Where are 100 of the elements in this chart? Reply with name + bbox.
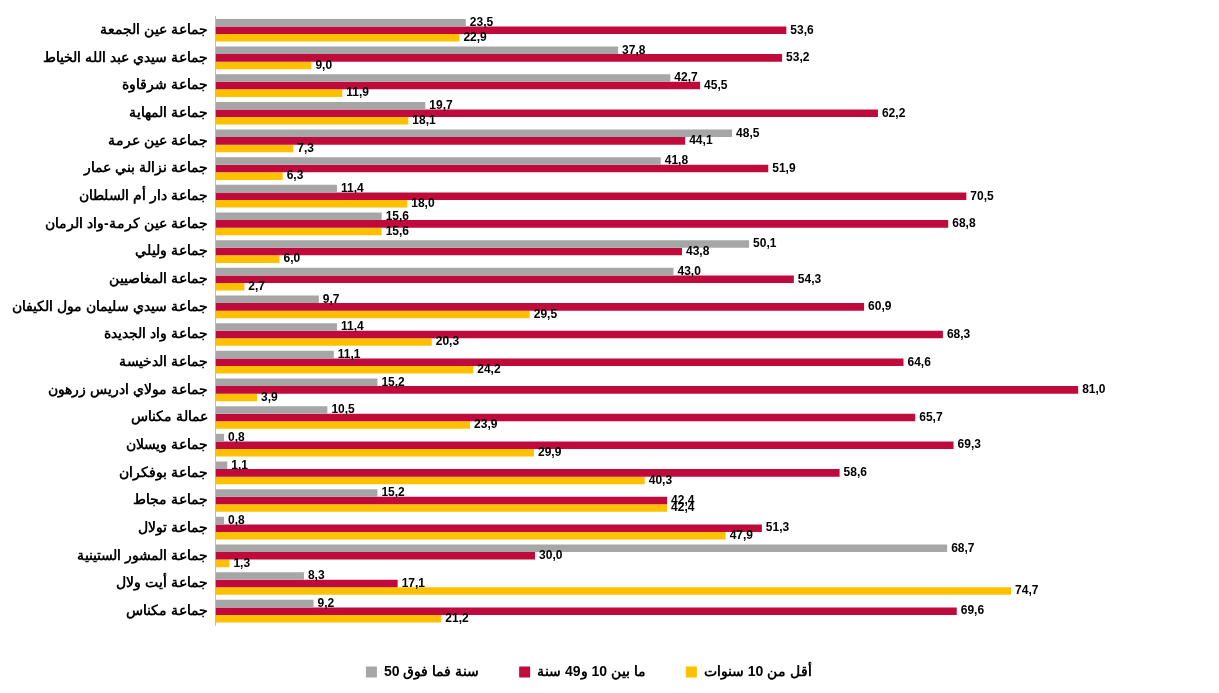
- bar: [215, 579, 398, 588]
- bar: [215, 552, 536, 560]
- y-tick-label: جماعة عين كرمة-واد الرمان: [45, 214, 208, 232]
- bar: [215, 240, 750, 248]
- data-label: 69,3: [957, 437, 982, 452]
- data-label: 11,4: [340, 180, 364, 195]
- y-tick-label: جماعة بوفكران: [118, 463, 208, 481]
- bar: [215, 212, 382, 221]
- data-label: 17,1: [401, 575, 426, 590]
- bar: [215, 192, 967, 200]
- data-label: 47,9: [729, 528, 754, 543]
- bar: [215, 34, 460, 42]
- bar: [215, 607, 957, 615]
- data-label: 9,7: [322, 291, 340, 306]
- y-tick-label: جماعة وليلي: [134, 242, 208, 260]
- bar: [215, 144, 294, 153]
- data-label: 54,3: [797, 271, 822, 286]
- data-label: 53,2: [786, 50, 810, 65]
- data-label: 1,1: [231, 457, 249, 472]
- bar: [215, 393, 258, 402]
- data-label: 42,7: [674, 70, 698, 85]
- data-label: 43,0: [677, 263, 702, 278]
- data-label: 10,5: [331, 402, 356, 417]
- data-label: 11,4: [340, 319, 364, 334]
- data-label: 15,6: [385, 223, 410, 238]
- bar: [215, 184, 337, 193]
- data-label: 68,8: [952, 216, 976, 231]
- bar: [215, 54, 783, 62]
- bar: [215, 310, 530, 319]
- bar: [215, 323, 337, 331]
- data-label: 48,5: [736, 125, 760, 140]
- bar: [215, 441, 954, 449]
- bar: [215, 157, 661, 165]
- data-label: 81,0: [1082, 382, 1106, 397]
- data-label: 6,3: [286, 168, 304, 183]
- legend-label: 50 سنة فما فوق: [383, 662, 480, 680]
- data-label: 68,7: [951, 540, 975, 555]
- data-label: 6,0: [283, 251, 301, 266]
- bar: [215, 89, 343, 97]
- bar: [215, 172, 283, 180]
- data-label: 18,0: [411, 196, 435, 211]
- data-label: 74,7: [1015, 583, 1039, 598]
- data-label: 62,2: [881, 105, 906, 120]
- data-label: 20,3: [435, 334, 460, 349]
- bar: [215, 18, 466, 27]
- bar: [215, 614, 442, 623]
- y-tick-label: جماعة تولال: [137, 519, 208, 537]
- data-label: 8,3: [307, 568, 325, 583]
- y-tick-label: جماعة سيدي عبد الله الخياط: [43, 48, 208, 66]
- bar: [215, 421, 471, 429]
- y-tick-label: جماعة أيت ولال: [115, 572, 208, 592]
- bar: [215, 358, 904, 366]
- bar: [215, 267, 674, 276]
- data-label: 18,1: [412, 113, 436, 128]
- data-label: 50,1: [753, 236, 777, 251]
- y-tick-label: جماعة نزالة بني عمار: [82, 159, 208, 177]
- bar: [215, 117, 409, 125]
- data-label: 51,9: [772, 160, 796, 175]
- y-tick-label: جماعة مولاي ادريس زرهون: [47, 380, 208, 398]
- data-label: 29,5: [533, 306, 558, 321]
- bar: [215, 378, 378, 387]
- data-label: 0,8: [228, 429, 246, 444]
- data-label: 9,0: [315, 57, 333, 72]
- bar: [215, 338, 432, 346]
- y-tick-label: جماعة عين الجمعة: [99, 21, 208, 39]
- bar: [215, 74, 671, 82]
- bar: [215, 448, 534, 457]
- bar: [215, 350, 334, 359]
- bar: [215, 572, 304, 580]
- data-label: 7,3: [297, 140, 315, 155]
- data-label: 29,9: [537, 445, 562, 460]
- bar: [215, 504, 668, 512]
- data-label: 37,8: [622, 42, 646, 57]
- y-tick-label: جماعة سيدي سليمان مول الكيفان: [12, 297, 208, 315]
- data-label: 60,9: [868, 299, 892, 314]
- data-label: 30,0: [539, 548, 563, 563]
- data-label: 0,8: [228, 512, 246, 527]
- data-label: 15,2: [381, 485, 406, 500]
- bar: [215, 386, 1079, 394]
- bar: [215, 109, 878, 117]
- data-label: 9,2: [317, 595, 335, 610]
- bar: [215, 496, 668, 505]
- bar: [215, 406, 328, 414]
- bar: [215, 275, 794, 283]
- bar: [215, 61, 312, 70]
- data-label: 65,7: [919, 409, 943, 424]
- data-label: 24,2: [477, 362, 501, 377]
- data-label: 23,5: [469, 14, 494, 29]
- bar: [215, 101, 426, 110]
- data-label: 15,2: [381, 374, 406, 389]
- bar: [215, 295, 319, 304]
- data-label: 69,6: [960, 603, 985, 618]
- y-tick-label: جماعة واد الجديدة: [103, 325, 208, 343]
- bar: [215, 531, 726, 540]
- bar: [215, 599, 314, 608]
- bar: [215, 365, 474, 374]
- bar: [215, 220, 949, 228]
- y-tick-label: جماعة عين عرمة: [107, 131, 208, 149]
- y-tick-label: جماعة الدخيسة: [118, 353, 208, 370]
- data-label: 70,5: [970, 188, 995, 203]
